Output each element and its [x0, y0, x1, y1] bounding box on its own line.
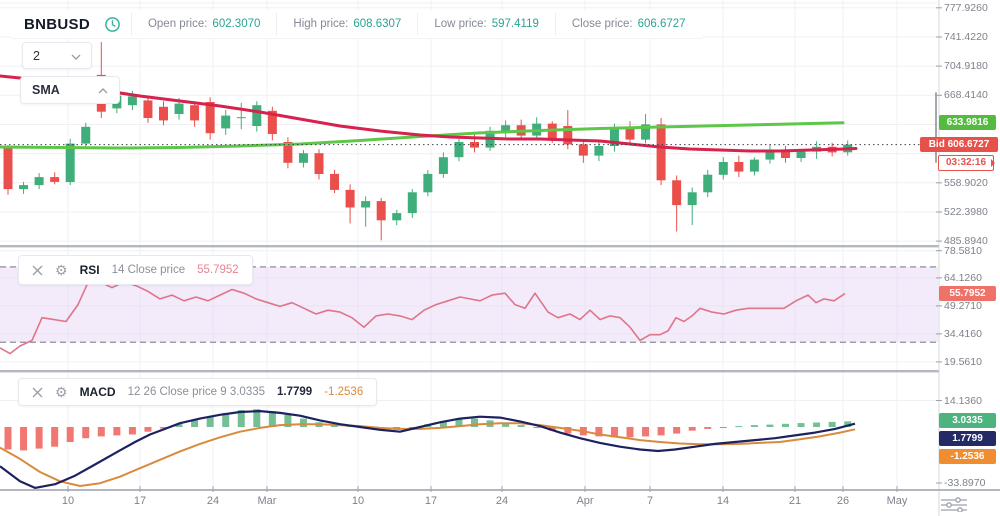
close-price-value: 606.6727 [637, 18, 686, 30]
macd-name: MACD [79, 385, 116, 399]
low-price-value: 597.4119 [491, 18, 539, 30]
timeframe-dropdown[interactable]: 2 [22, 42, 92, 69]
macd-signal-badge: -1.2536 [939, 449, 996, 464]
time-axis-label: 24 [495, 495, 509, 507]
time-axis-label: 14 [716, 495, 730, 507]
timeframe-value: 2 [33, 48, 40, 63]
open-price-label: Open price: [147, 18, 208, 30]
open-price-value: 602.3070 [212, 18, 261, 30]
high-price-label: High price: [293, 18, 349, 30]
gear-icon[interactable]: ⚙ [55, 262, 68, 278]
time-axis-label: 7 [646, 495, 654, 507]
clock-icon[interactable] [102, 16, 131, 33]
sma-value-badge: 633.9816 [939, 115, 996, 130]
macd-histogram-badge: 3.0335 [939, 413, 996, 428]
rsi-params: 14 Close price [111, 264, 186, 276]
symbol-title: BNBUSD [24, 15, 90, 33]
rsi-axis-label: 78.5810 [944, 244, 982, 257]
high-price-value: 608.6307 [353, 18, 402, 30]
time-axis-label: May [886, 495, 908, 507]
time-axis-label: Apr [576, 495, 594, 507]
price-axis-label: 522.3980 [944, 205, 988, 218]
chevron-down-icon [71, 47, 81, 65]
countdown-badge: 03:32:16 [938, 155, 995, 171]
rsi-axis-label: 34.4160 [944, 327, 982, 340]
macd-axis-label: -33.8970 [944, 477, 986, 489]
time-axis-label: 21 [788, 495, 802, 507]
price-axis-label: 668.4140 [944, 89, 988, 102]
time-axis-label: Mar [257, 495, 277, 507]
macd-line-badge: 1.7799 [939, 431, 996, 446]
time-axis-label: 17 [133, 495, 147, 507]
price-axis-label: 558.9020 [944, 176, 988, 189]
sma-label: SMA [32, 83, 60, 97]
macd-params: 12 26 Close price 9 3.0335 [127, 386, 266, 398]
price-axis-label: 777.9260 [944, 1, 988, 14]
sliders-icon[interactable] [941, 497, 967, 516]
rsi-value: 55.7952 [197, 264, 239, 276]
close-icon[interactable] [32, 265, 43, 276]
rsi-axis-label: 64.1260 [944, 271, 982, 284]
price-axis-label: 485.8940 [944, 235, 988, 248]
gear-icon[interactable]: ⚙ [55, 384, 68, 400]
time-axis-label: 26 [836, 495, 850, 507]
close-price-item: Close price: 606.6727 [554, 13, 702, 35]
close-icon[interactable] [32, 387, 43, 398]
chevron-up-icon [98, 81, 108, 99]
time-axis-label: 24 [206, 495, 220, 507]
bid-price-badge: Bid 606.6727 [920, 137, 998, 152]
price-axis-label: 704.9180 [944, 60, 988, 73]
macd-signal-value: -1.2536 [324, 386, 364, 398]
rsi-axis-label: 19.5610 [944, 355, 982, 368]
macd-indicator-header: ⚙ MACD 12 26 Close price 9 3.0335 1.7799… [18, 378, 378, 406]
high-price-item: High price: 608.6307 [276, 13, 417, 35]
macd-line-value: 1.7799 [277, 386, 313, 398]
low-price-label: Low price: [434, 18, 487, 30]
time-axis-label: 10 [351, 495, 365, 507]
rsi-indicator-header: ⚙ RSI 14 Close price 55.7952 [18, 255, 253, 285]
close-price-label: Close price: [571, 18, 633, 30]
open-price-item: Open price: 602.3070 [130, 13, 276, 35]
time-axis-label: 10 [61, 495, 75, 507]
macd-axis-label: 14.1360 [944, 394, 982, 407]
sma-indicator-dropdown[interactable]: SMA [20, 76, 120, 104]
time-axis-label: 17 [424, 495, 438, 507]
rsi-value-badge: 55.7952 [939, 286, 996, 301]
rsi-name: RSI [79, 263, 100, 277]
rsi-axis-label: 49.2710 [944, 299, 982, 312]
price-axis-label: 741.4220 [944, 30, 988, 43]
symbol-header: BNBUSD Open price: 602.3070 High price: … [12, 10, 702, 39]
low-price-item: Low price: 597.4119 [417, 13, 555, 35]
